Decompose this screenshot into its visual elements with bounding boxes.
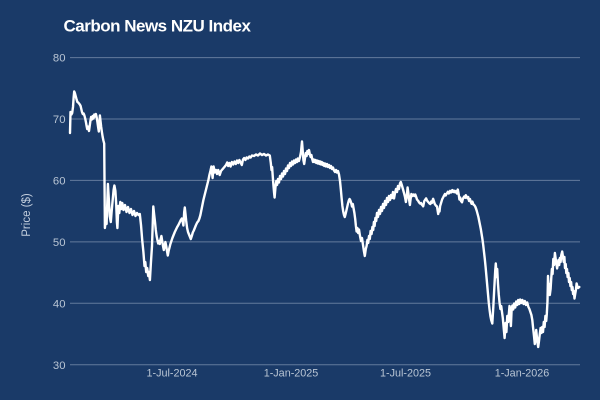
svg-text:Carbon News NZU Index: Carbon News NZU Index — [64, 16, 252, 35]
svg-text:1-Jan-2025: 1-Jan-2025 — [264, 368, 319, 380]
svg-text:70: 70 — [53, 114, 66, 126]
svg-text:1-Jan-2026: 1-Jan-2026 — [495, 368, 550, 380]
svg-text:80: 80 — [53, 53, 66, 65]
svg-text:30: 30 — [53, 360, 66, 372]
svg-text:60: 60 — [53, 175, 66, 187]
svg-text:40: 40 — [53, 298, 66, 310]
svg-text:Price ($): Price ($) — [21, 193, 33, 237]
svg-text:50: 50 — [53, 237, 66, 249]
svg-text:1-Jul-2025: 1-Jul-2025 — [380, 368, 431, 380]
svg-text:1-Jul-2024: 1-Jul-2024 — [146, 368, 197, 380]
